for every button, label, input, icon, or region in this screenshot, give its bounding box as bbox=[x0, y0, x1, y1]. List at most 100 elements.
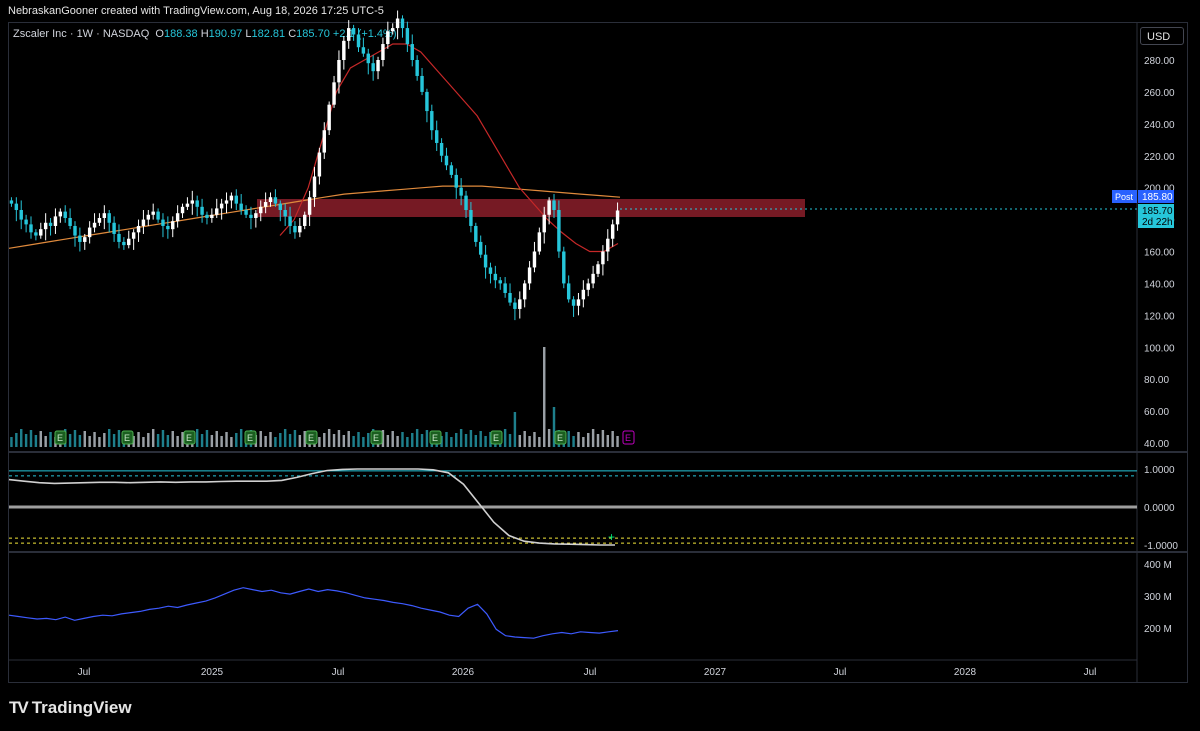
candle[interactable] bbox=[498, 277, 502, 290]
candle[interactable] bbox=[19, 200, 23, 230]
candle[interactable] bbox=[508, 283, 512, 306]
candle[interactable] bbox=[136, 219, 141, 242]
candle[interactable] bbox=[73, 221, 77, 247]
lower-axis[interactable]: 400 M 300 M 200 M bbox=[1144, 560, 1172, 635]
candle[interactable] bbox=[571, 296, 576, 317]
price-axis[interactable]: 280.00260.00240.00220.00200.00180.00160.… bbox=[1144, 56, 1175, 450]
candle[interactable] bbox=[469, 202, 473, 233]
candle[interactable] bbox=[268, 192, 273, 207]
candle[interactable] bbox=[444, 147, 449, 171]
candle[interactable] bbox=[347, 20, 351, 49]
candle[interactable] bbox=[229, 192, 234, 209]
earnings-marker[interactable]: E bbox=[183, 430, 196, 445]
candle[interactable] bbox=[146, 210, 151, 226]
candle[interactable] bbox=[112, 216, 116, 242]
candle[interactable] bbox=[400, 15, 405, 38]
candle[interactable] bbox=[107, 210, 111, 233]
candle[interactable] bbox=[259, 200, 263, 222]
candle[interactable] bbox=[371, 55, 375, 81]
tradingview-brand[interactable]: TV TradingView bbox=[9, 698, 132, 718]
earnings-marker[interactable]: E bbox=[554, 430, 567, 445]
candle[interactable] bbox=[58, 208, 63, 223]
candlestick-series[interactable] bbox=[9, 10, 620, 321]
candle[interactable] bbox=[415, 55, 419, 81]
earnings-marker[interactable]: E bbox=[305, 430, 318, 445]
candle[interactable] bbox=[581, 280, 586, 308]
candle[interactable] bbox=[459, 178, 463, 206]
candle[interactable] bbox=[200, 198, 204, 223]
candle[interactable] bbox=[156, 208, 160, 223]
earnings-marker[interactable]: E bbox=[370, 430, 383, 445]
candle[interactable] bbox=[430, 104, 434, 140]
candle[interactable] bbox=[478, 235, 483, 258]
oscillator-line[interactable] bbox=[8, 468, 615, 546]
candle[interactable] bbox=[175, 205, 180, 228]
earnings-marker[interactable]: E bbox=[54, 430, 67, 445]
candle[interactable] bbox=[48, 217, 53, 236]
candle[interactable] bbox=[195, 195, 199, 217]
candle[interactable] bbox=[273, 189, 278, 207]
candle[interactable] bbox=[327, 101, 331, 136]
candle[interactable] bbox=[63, 205, 67, 223]
candle[interactable] bbox=[532, 241, 537, 273]
candle[interactable] bbox=[68, 208, 72, 230]
candle[interactable] bbox=[9, 197, 14, 207]
candle[interactable] bbox=[322, 122, 326, 159]
candle[interactable] bbox=[493, 265, 498, 289]
candle[interactable] bbox=[190, 190, 195, 215]
candle[interactable] bbox=[522, 280, 527, 308]
lower-indicator-pane[interactable] bbox=[8, 587, 619, 639]
candle[interactable] bbox=[180, 203, 185, 218]
candle[interactable] bbox=[151, 203, 155, 220]
candle[interactable] bbox=[78, 227, 82, 252]
candle[interactable] bbox=[161, 213, 165, 238]
candle[interactable] bbox=[513, 297, 517, 321]
candle[interactable] bbox=[288, 206, 292, 234]
candle[interactable] bbox=[449, 162, 454, 179]
candle[interactable] bbox=[210, 208, 214, 223]
candle[interactable] bbox=[39, 222, 43, 239]
candle[interactable] bbox=[351, 24, 356, 41]
candle[interactable] bbox=[34, 229, 38, 241]
candle[interactable] bbox=[601, 245, 605, 276]
candle[interactable] bbox=[395, 10, 400, 40]
candle[interactable] bbox=[488, 262, 493, 284]
candle[interactable] bbox=[390, 23, 395, 35]
moving-average-line[interactable] bbox=[279, 43, 619, 253]
candle[interactable] bbox=[591, 265, 595, 289]
candle[interactable] bbox=[366, 48, 370, 75]
candle[interactable] bbox=[117, 224, 121, 249]
earnings-marker[interactable]: E bbox=[490, 430, 503, 445]
candle[interactable] bbox=[434, 120, 439, 151]
earnings-marker[interactable]: E bbox=[121, 430, 134, 445]
candle[interactable] bbox=[244, 205, 248, 218]
candle[interactable] bbox=[483, 245, 488, 279]
currency-button[interactable]: USD bbox=[1140, 27, 1184, 45]
time-axis[interactable]: Jul 2025 Jul 2026 Jul 2027 Jul 2028 Jul bbox=[78, 667, 1097, 678]
candle[interactable] bbox=[518, 291, 522, 319]
upcoming-earnings-marker[interactable]: E bbox=[622, 430, 635, 445]
candle[interactable] bbox=[14, 197, 19, 222]
candle[interactable] bbox=[303, 211, 307, 230]
symbol-name[interactable]: Zscaler Inc · 1W · NASDAQ bbox=[13, 28, 150, 40]
candle[interactable] bbox=[171, 216, 175, 238]
candle[interactable] bbox=[337, 50, 341, 94]
candle[interactable] bbox=[307, 190, 312, 226]
candle[interactable] bbox=[552, 194, 556, 218]
oscillator-pane[interactable]: + bbox=[8, 468, 1137, 546]
candle[interactable] bbox=[332, 75, 336, 108]
candle[interactable] bbox=[527, 261, 532, 290]
candle[interactable] bbox=[596, 261, 600, 278]
oscillator-axis[interactable]: 1.0000 0.0000 -1.0000 bbox=[1144, 465, 1178, 552]
candle[interactable] bbox=[83, 233, 87, 250]
candle[interactable] bbox=[537, 227, 542, 255]
candle[interactable] bbox=[29, 216, 33, 239]
candle[interactable] bbox=[185, 197, 190, 211]
candle[interactable] bbox=[386, 21, 390, 49]
candle[interactable] bbox=[405, 21, 410, 53]
lower-indicator-line[interactable] bbox=[8, 587, 619, 639]
earnings-marker[interactable]: E bbox=[244, 430, 257, 445]
candle[interactable] bbox=[283, 203, 287, 226]
candle[interactable] bbox=[215, 198, 219, 218]
